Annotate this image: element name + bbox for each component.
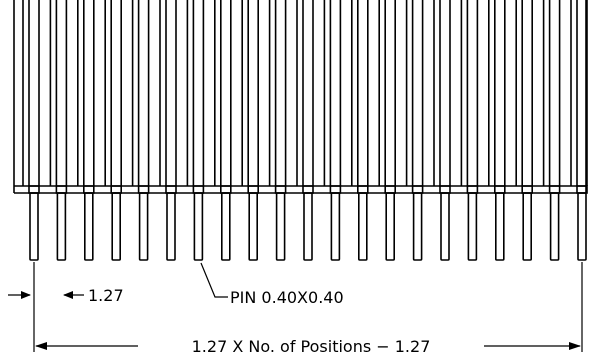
pin: [193, 192, 204, 261]
pin: [412, 192, 423, 261]
pin: [221, 192, 231, 261]
pin-row: [29, 192, 587, 261]
contact-shoulder: [356, 185, 369, 194]
pin: [29, 192, 39, 261]
pin: [56, 192, 67, 261]
contact-shoulder: [548, 185, 561, 194]
contact-shoulder: [28, 185, 40, 194]
connector-body: [13, 0, 588, 194]
overall-length-dimension: 1.27 X No. of Positions − 1.27: [33, 262, 583, 353]
contact-shoulder: [83, 185, 95, 194]
contact-shoulder: [165, 185, 177, 194]
pin: [494, 192, 505, 261]
pin: [577, 192, 587, 261]
contact-shoulder: [302, 185, 314, 194]
contact-shoulder: [521, 185, 534, 194]
pin-leader: PIN 0.40X0.40: [200, 262, 344, 307]
contact-shoulder: [220, 185, 232, 194]
pitch-dimension: 1.27: [8, 286, 124, 305]
contact-shoulder: [384, 185, 397, 194]
pin: [166, 192, 176, 261]
contact-shoulder: [493, 185, 506, 194]
overall-length-label: 1.27 X No. of Positions − 1.27: [192, 337, 431, 353]
contact-shoulder: [110, 185, 122, 194]
contact-shoulder: [329, 185, 342, 194]
pin: [385, 192, 396, 261]
contact-shoulder: [137, 185, 150, 194]
pin: [357, 192, 368, 261]
pin: [467, 192, 478, 261]
contact-shoulder: [55, 185, 68, 194]
pin: [248, 192, 258, 261]
contact-shoulder: [439, 185, 451, 194]
contact-shoulder: [192, 185, 205, 194]
pin: [111, 192, 121, 261]
pitch-label: 1.27: [88, 286, 124, 305]
pin: [549, 192, 560, 261]
pin: [275, 192, 286, 261]
pin: [303, 192, 313, 261]
contact-shoulder: [247, 185, 259, 194]
pin: [440, 192, 450, 261]
pin: [84, 192, 94, 261]
pin-size-label: PIN 0.40X0.40: [230, 288, 344, 307]
pin: [138, 192, 149, 261]
contact-shoulder: [274, 185, 287, 194]
contact-shoulder: [466, 185, 479, 194]
pin: [522, 192, 533, 261]
contact-shoulder: [411, 185, 424, 194]
pin: [330, 192, 341, 261]
